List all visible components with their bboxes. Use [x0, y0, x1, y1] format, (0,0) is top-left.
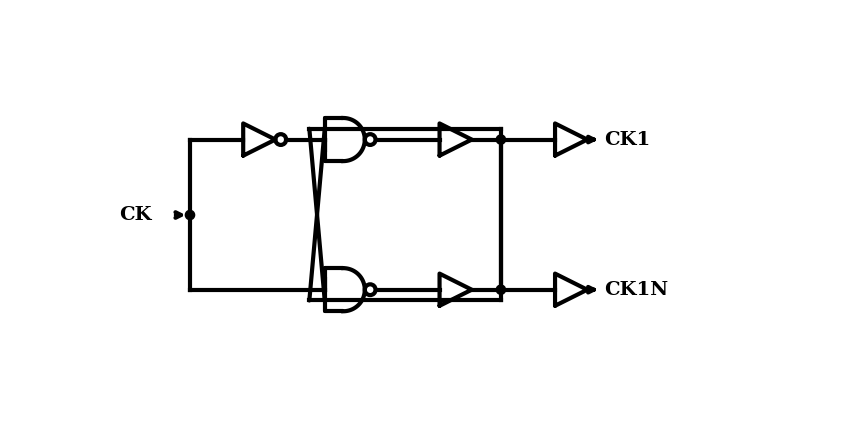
Circle shape	[496, 135, 506, 144]
Circle shape	[186, 210, 194, 220]
Text: CK: CK	[119, 206, 152, 224]
Circle shape	[496, 285, 506, 295]
Text: CK1N: CK1N	[604, 280, 669, 299]
Text: CK1: CK1	[604, 130, 651, 149]
